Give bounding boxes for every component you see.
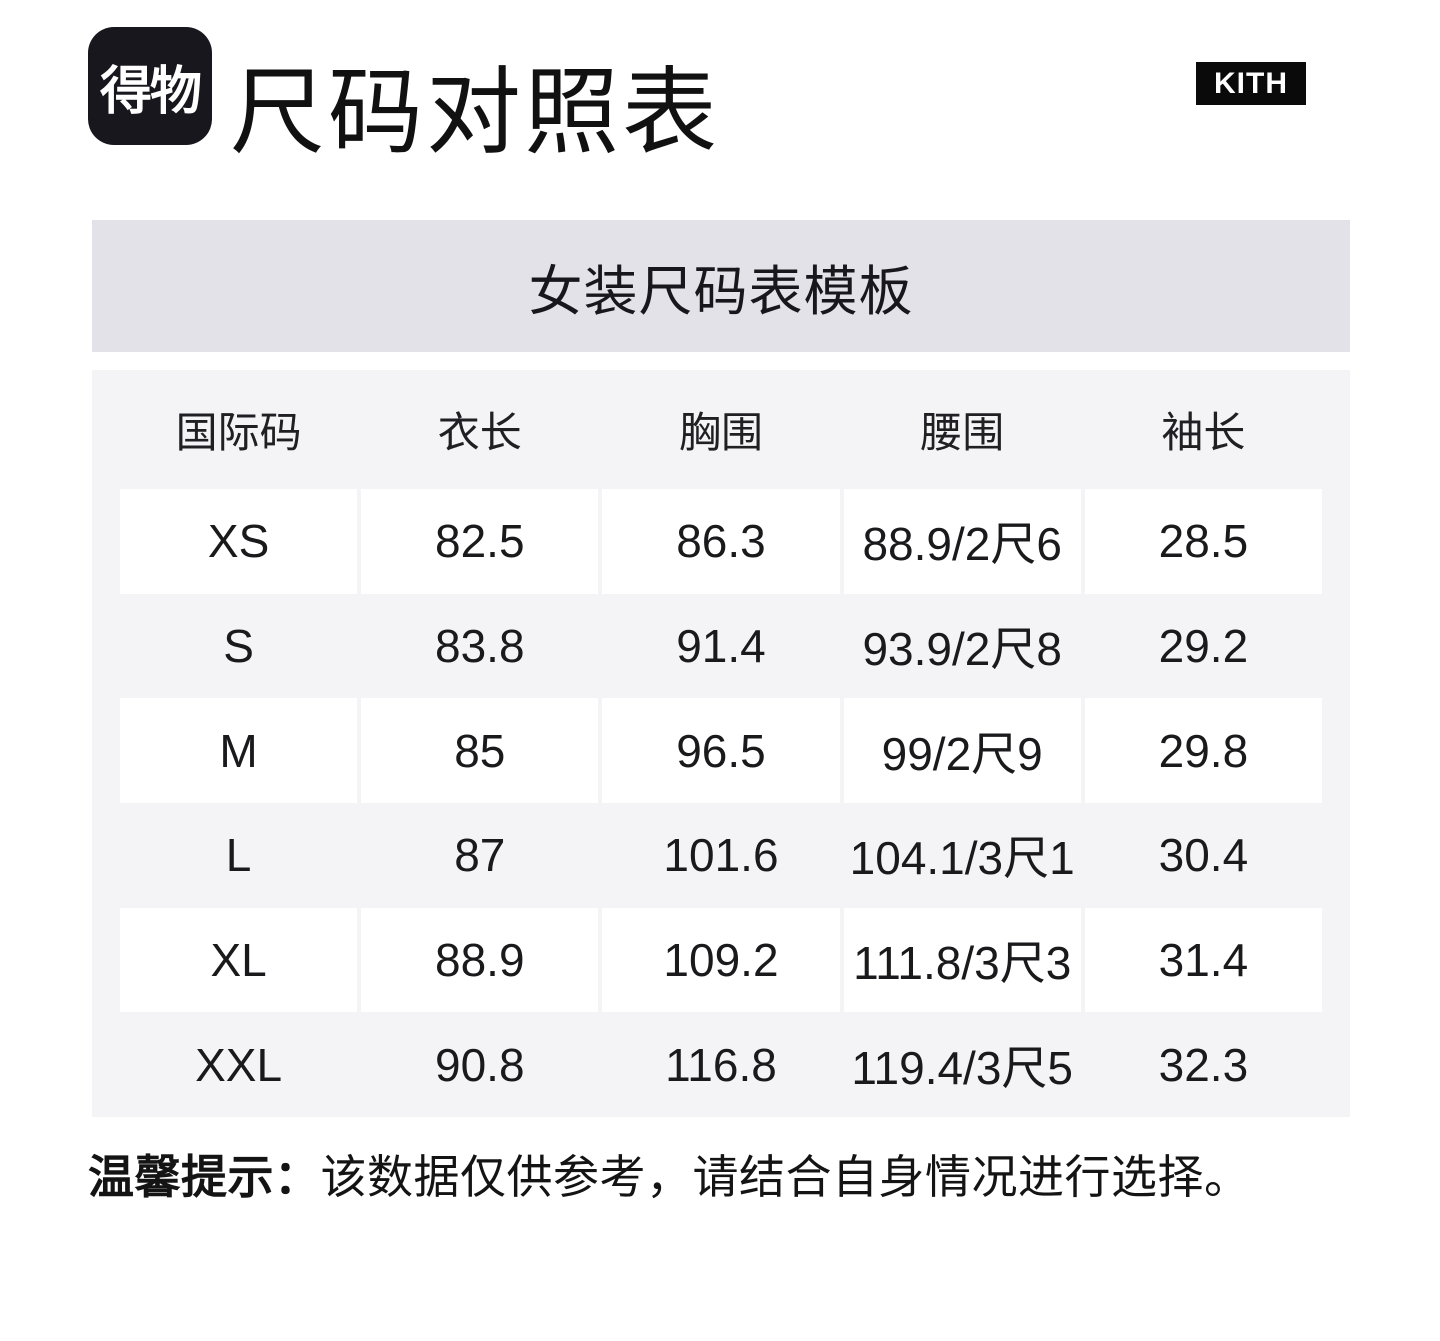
disclaimer-note: 温馨提示：该数据仅供参考，请结合自身情况进行选择。	[88, 1141, 1251, 1207]
cell-waist: 111.8/3尺3	[843, 907, 1081, 1013]
table-row-xl: XL 88.9 109.2 111.8/3尺3 31.4	[92, 907, 1350, 1013]
table-body: XS 82.5 86.3 88.9/2尺6 28.5 S 83.8 91.4 9…	[92, 489, 1350, 1117]
cell-sleeve: 28.5	[1084, 489, 1322, 594]
cell-length: 90.8	[435, 1038, 525, 1091]
column-header-garment-length: 衣长	[437, 409, 522, 456]
kith-brand-badge: KITH	[1196, 62, 1306, 105]
cell-length: 82.5	[361, 489, 599, 594]
cell-chest: 86.3	[602, 489, 840, 594]
cell-chest: 116.8	[665, 1038, 777, 1091]
kith-brand-text: KITH	[1214, 66, 1288, 100]
cell-length: 83.8	[435, 620, 525, 672]
cell-chest: 96.5	[602, 698, 840, 804]
cell-sleeve: 31.4	[1084, 907, 1322, 1013]
size-table: 国际码 衣长 胸围 腰围 袖长 XS 82.5 86.3 88.9/2尺6 28…	[92, 370, 1350, 1117]
cell-size: L	[225, 829, 252, 882]
column-header-waist: 腰围	[920, 409, 1005, 456]
table-row-l: L 87 101.6 104.1/3尺1 30.4	[92, 803, 1350, 908]
page-title: 尺码对照表	[230, 60, 721, 166]
cell-size: S	[223, 620, 254, 672]
cell-waist: 88.9/2尺6	[843, 489, 1081, 594]
dewu-logo-icon: 得物	[88, 27, 212, 145]
column-header-sleeve: 袖长	[1161, 409, 1246, 456]
column-header-chest: 胸围	[678, 409, 763, 456]
cell-chest: 91.4	[676, 620, 766, 672]
table-title: 女装尺码表模板	[528, 261, 914, 322]
cell-waist: 104.1/3尺1	[849, 832, 1075, 885]
table-row-xxl: XXL 90.8 116.8 119.4/3尺5 32.3	[92, 1012, 1350, 1117]
cell-waist: 119.4/3尺5	[851, 1041, 1074, 1094]
disclaimer-text: 该数据仅供参考，请结合自身情况进行选择。	[320, 1151, 1251, 1203]
cell-size: XL	[120, 907, 358, 1013]
cell-chest: 101.6	[663, 829, 779, 882]
cell-sleeve: 32.3	[1158, 1038, 1249, 1091]
cell-size: XS	[120, 489, 358, 594]
cell-length: 85	[361, 698, 599, 804]
cell-size: XXL	[195, 1038, 283, 1091]
table-title-banner: 女装尺码表模板	[92, 220, 1350, 352]
cell-sleeve: 30.4	[1158, 829, 1249, 882]
cell-size: M	[120, 698, 358, 804]
cell-length: 87	[454, 829, 506, 882]
table-row-m: M 85 96.5 99/2尺9 29.8	[92, 698, 1350, 804]
table-header-row: 国际码 衣长 胸围 腰围 袖长	[92, 370, 1350, 489]
column-header-intl-size: 国际码	[175, 409, 302, 456]
cell-waist: 93.9/2尺8	[862, 623, 1062, 675]
cell-length: 88.9	[361, 907, 599, 1013]
cell-sleeve: 29.2	[1158, 620, 1249, 672]
cell-sleeve: 29.8	[1084, 698, 1322, 804]
cell-chest: 109.2	[602, 907, 840, 1013]
table-row-xs: XS 82.5 86.3 88.9/2尺6 28.5	[92, 489, 1350, 594]
table-row-s: S 83.8 91.4 93.9/2尺8 29.2	[92, 594, 1350, 699]
dewu-logo-text: 得物	[99, 62, 202, 121]
disclaimer-label: 温馨提示：	[88, 1151, 321, 1203]
cell-waist: 99/2尺9	[843, 698, 1081, 804]
